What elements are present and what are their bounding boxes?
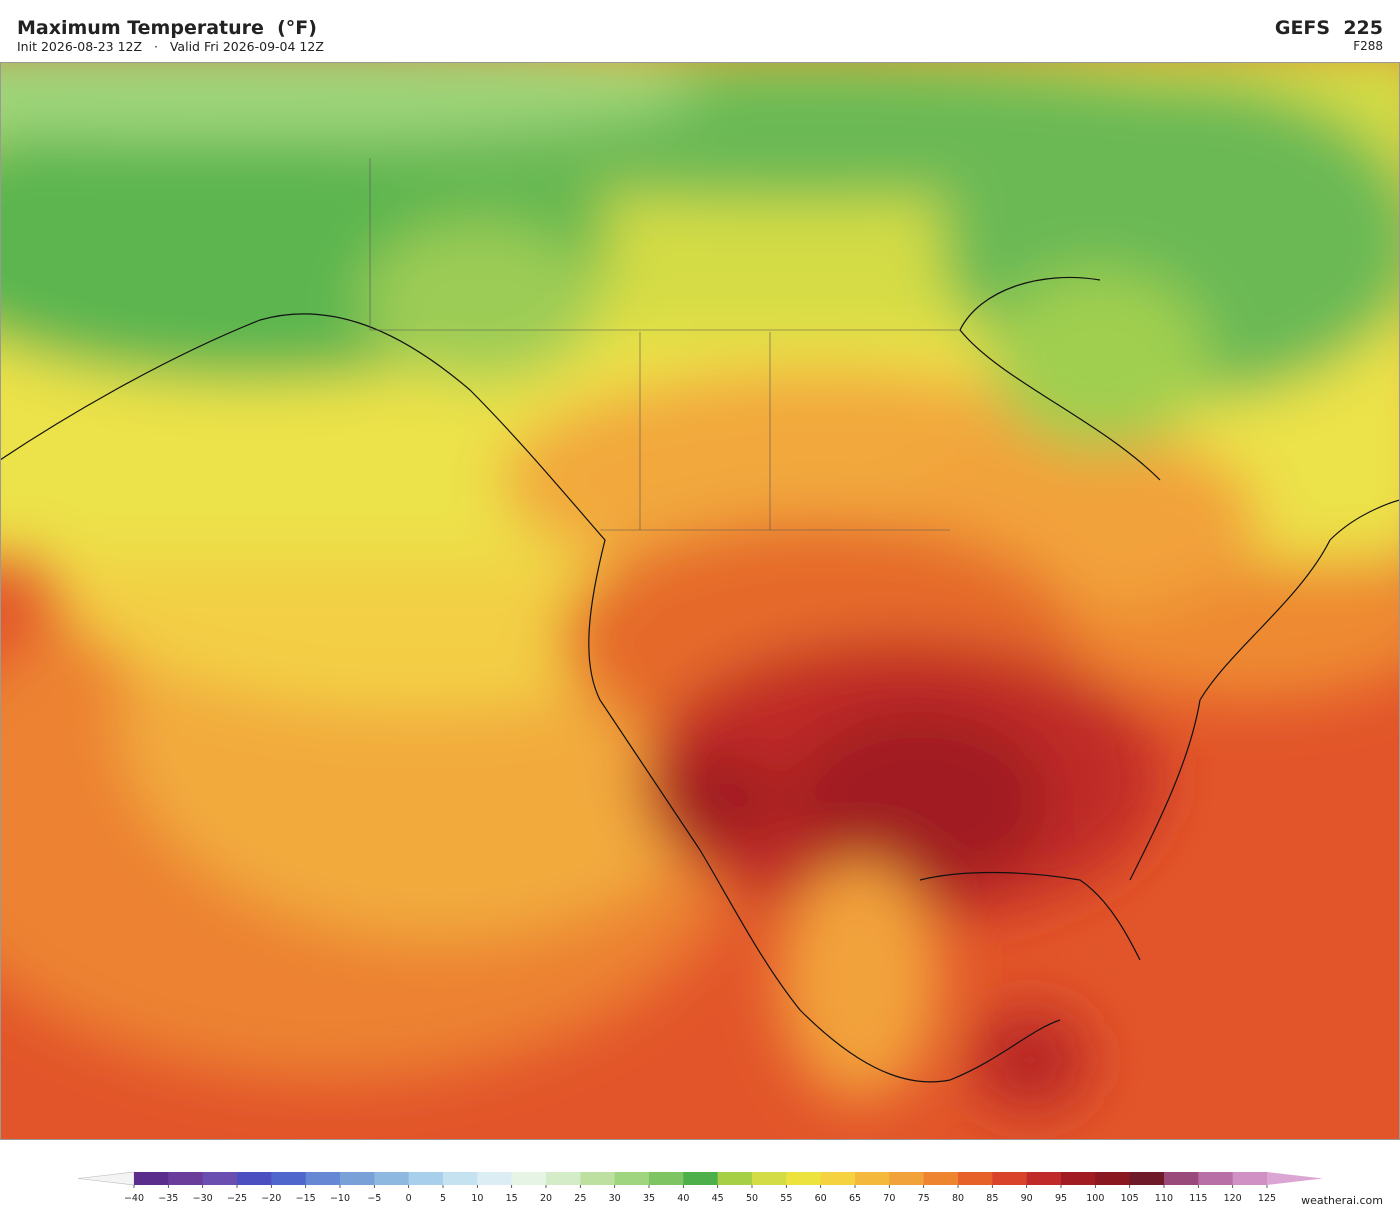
colorbar-tick-label: 115 (1189, 1193, 1207, 1204)
colorbar-tick-label: −30 (193, 1193, 213, 1204)
watermark: weatherai.com (1301, 1194, 1383, 1207)
coastline (0, 276, 1400, 1083)
colorbar-tick-label: 5 (440, 1193, 446, 1204)
colorbar-tick-label: 45 (712, 1193, 724, 1204)
colorbar-tick-label: 120 (1224, 1193, 1242, 1204)
colorbar-segment (923, 1172, 959, 1185)
colorbar-segment (580, 1172, 616, 1185)
colorbar-tick-label: 75 (918, 1193, 930, 1204)
colorbar-tick-label: 80 (952, 1193, 964, 1204)
colorbar-segment (271, 1172, 307, 1185)
colorbar-tick-label: −10 (330, 1193, 350, 1204)
colorbar-tick-label: 15 (506, 1193, 518, 1204)
boundaries (369, 158, 960, 531)
colorbar-segment (168, 1172, 204, 1185)
colorbar-segment (237, 1172, 272, 1185)
colorbar-segment (134, 1172, 169, 1185)
colorbar-segment (511, 1172, 547, 1185)
colorbar-tick-label: 0 (406, 1193, 412, 1204)
colorbar-segment (1198, 1172, 1234, 1185)
colorbar-segment (477, 1172, 513, 1185)
colorbar-tick-label: 25 (574, 1193, 586, 1204)
map-field (0, 62, 1400, 1140)
colorbar-tick-label: 35 (643, 1193, 655, 1204)
colorbar-segment (649, 1172, 684, 1185)
colorbar-tick-label: −35 (158, 1193, 178, 1204)
colorbar-tick-label: −5 (367, 1193, 381, 1204)
colorbar-segment (443, 1172, 478, 1185)
colorbar-segment (202, 1172, 238, 1185)
colorbar-tick-label: 85 (986, 1193, 998, 1204)
colorbar-segment (958, 1172, 993, 1185)
colorbar-segment (408, 1172, 444, 1185)
colorbar-tick-label: 30 (609, 1193, 621, 1204)
colorbar: −40 −35 −30 −25 −20 −15 −10 −5 0 5 10 15 20 25 30 35 40 4… (77, 1171, 1323, 1204)
colorbar-segment (374, 1172, 410, 1185)
colorbar-segment (1232, 1172, 1268, 1185)
colorbar-over (1267, 1172, 1323, 1185)
colorbar-segment (1061, 1172, 1096, 1185)
colorbar-segment (992, 1172, 1028, 1185)
map-title: Maximum Temperature (°F) (17, 17, 317, 39)
colorbar-tick-label: 110 (1155, 1193, 1173, 1204)
colorbar-tick-label: 90 (1021, 1193, 1033, 1204)
colorbar-under (77, 1171, 135, 1186)
colorbar-tick-label: −25 (227, 1193, 247, 1204)
colorbar-segment (1095, 1172, 1131, 1185)
colorbar-segment (683, 1172, 719, 1185)
colorbar-tick-label: 20 (540, 1193, 552, 1204)
map-subtitle: Init 2026-08-23 12Z · Valid Fri 2026-09-… (17, 39, 324, 54)
colorbar-tick-label: 125 (1258, 1193, 1276, 1204)
colorbar-segment (717, 1172, 753, 1185)
colorbar-segment (752, 1172, 787, 1185)
colorbar-tick-label: 105 (1121, 1193, 1139, 1204)
colorbar-tick-label: 65 (849, 1193, 861, 1204)
colorbar-segment (546, 1172, 581, 1185)
model-name: GEFS 225 (1275, 17, 1383, 39)
colorbar-tick-label: −15 (296, 1193, 316, 1204)
colorbar-segment (1164, 1172, 1199, 1185)
colorbar-tick-label: 40 (677, 1193, 689, 1204)
colorbar-segment (820, 1172, 856, 1185)
colorbar-segment (305, 1172, 341, 1185)
colorbar-segment (889, 1172, 925, 1185)
colorbar-tick-label: 70 (883, 1193, 895, 1204)
colorbar-tick-label: 100 (1086, 1193, 1104, 1204)
colorbar-tick-label: −20 (261, 1193, 281, 1204)
colorbar-tick-label: 60 (815, 1193, 827, 1204)
colorbar-segment (786, 1172, 822, 1185)
colorbar-segment (1129, 1172, 1165, 1185)
colorbar-segment (614, 1172, 650, 1185)
colorbar-tick-label: 55 (780, 1193, 792, 1204)
colorbar-tick-label: 50 (746, 1193, 758, 1204)
forecast-hour: F288 (1353, 39, 1383, 53)
colorbar-segment (855, 1172, 890, 1185)
colorbar-segment (1026, 1172, 1062, 1185)
colorbar-segment (340, 1172, 375, 1185)
colorbar-tick-label: 10 (471, 1193, 483, 1204)
colorbar-tick-label: −40 (124, 1193, 144, 1204)
colorbar-tick-label: 95 (1055, 1193, 1067, 1204)
